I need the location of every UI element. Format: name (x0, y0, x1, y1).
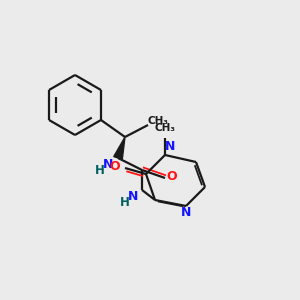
Text: H: H (95, 164, 105, 176)
Text: N: N (165, 140, 175, 154)
Polygon shape (114, 137, 125, 159)
Text: O: O (110, 160, 120, 172)
Text: N: N (181, 206, 191, 220)
Text: O: O (167, 170, 177, 184)
Text: CH₃: CH₃ (148, 116, 169, 126)
Text: CH₃: CH₃ (154, 123, 176, 133)
Text: H: H (120, 196, 130, 209)
Text: N: N (128, 190, 138, 203)
Text: N: N (103, 158, 113, 172)
